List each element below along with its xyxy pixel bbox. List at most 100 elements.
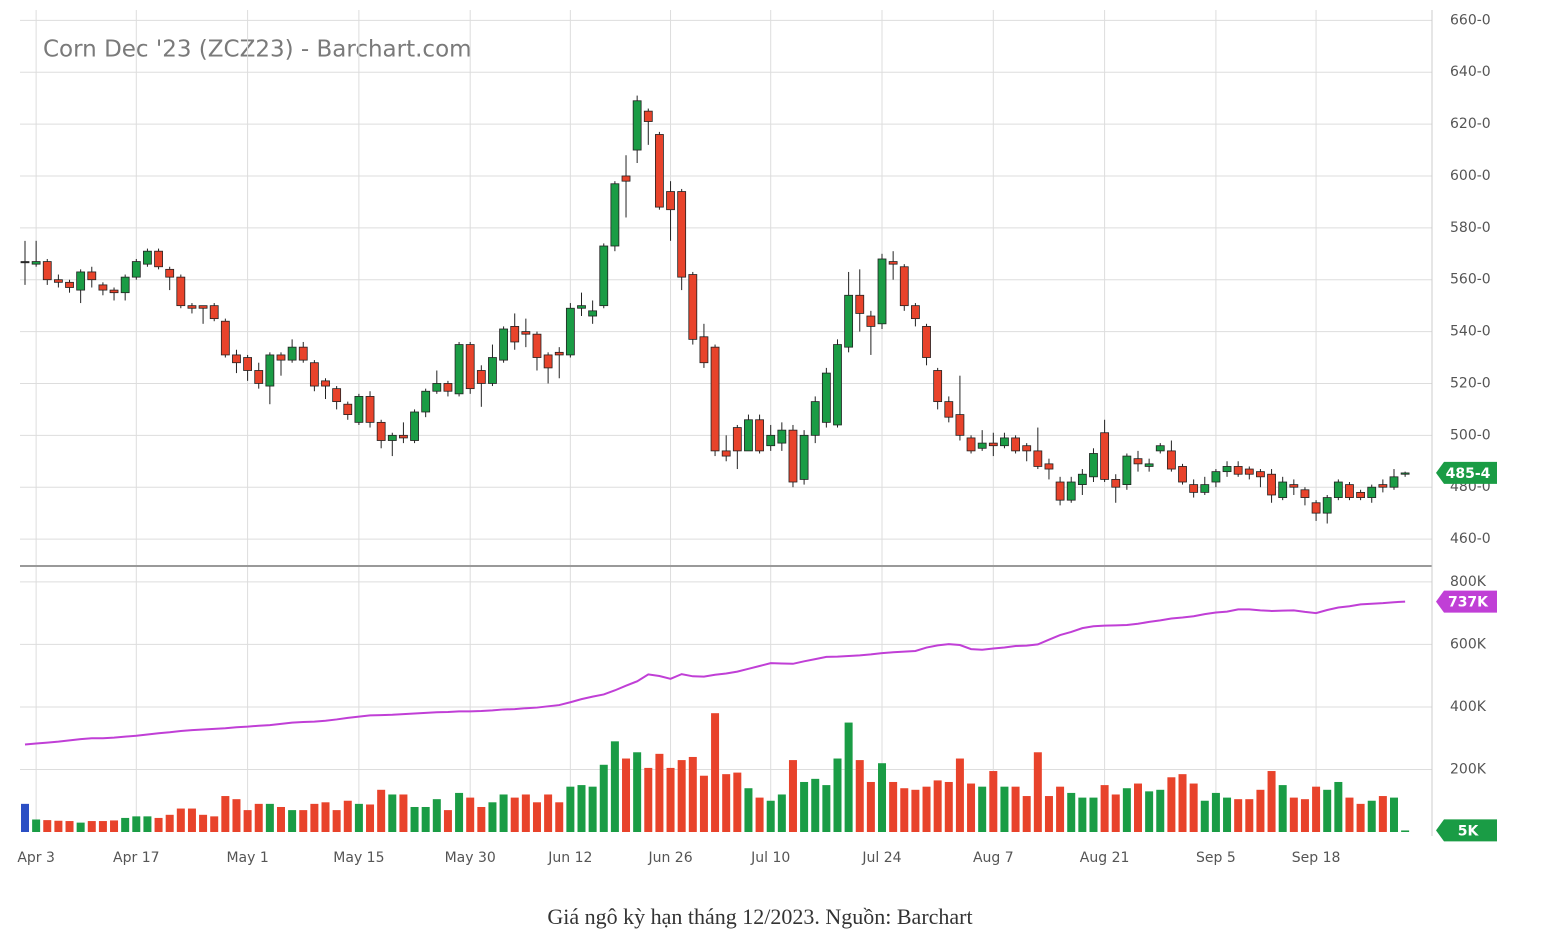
volume-bar (121, 817, 130, 832)
volume-bar (911, 789, 920, 832)
candle-body (577, 305, 586, 309)
candle-body (1100, 432, 1110, 480)
value-badge-label: 737K (1448, 595, 1489, 611)
candle-body (1333, 481, 1343, 498)
candle-body (799, 434, 809, 480)
x-tick-label: May 15 (333, 850, 384, 866)
candle-body (643, 110, 653, 122)
volume-bar (577, 785, 586, 832)
volume-bar (855, 760, 864, 832)
volume-bar (187, 808, 196, 832)
candle-body (209, 305, 219, 320)
volume-bar (566, 786, 575, 832)
volume-bar (32, 819, 41, 832)
candle-body (254, 370, 264, 384)
y-tick-label: 600-0 (1450, 168, 1491, 184)
volume-bar (1178, 774, 1187, 832)
candle-body (476, 370, 486, 384)
candle-body (1200, 484, 1210, 493)
volume-bar (1145, 791, 1154, 832)
volume-bar (488, 802, 497, 832)
volume-bar (132, 816, 141, 832)
candle-body (1144, 463, 1154, 467)
volume-bar (410, 806, 419, 832)
candle-body (532, 333, 542, 358)
y-tick-label: 560-0 (1450, 272, 1491, 288)
candle-body (510, 326, 520, 343)
candle-body (1055, 481, 1065, 501)
x-tick-label: Sep 18 (1292, 850, 1341, 866)
candle-body (399, 434, 408, 439)
volume-bar (210, 816, 219, 832)
volume-bar (221, 796, 230, 832)
volume-bar (967, 783, 976, 832)
x-tick-label: Aug 21 (1080, 850, 1130, 866)
candle-body (1122, 455, 1132, 486)
volume-bar (98, 821, 107, 832)
candle-body (1222, 466, 1232, 473)
y-tick-label: 460-0 (1450, 531, 1491, 547)
candle-body (621, 175, 631, 182)
volume-bar (332, 810, 341, 832)
volume-bar (54, 820, 63, 832)
volume-bar (21, 803, 29, 832)
volume-bar (1334, 781, 1343, 832)
candle-body (543, 354, 553, 369)
volume-bar (1267, 771, 1276, 832)
candle-body (1345, 484, 1354, 498)
volume-bar (1134, 783, 1142, 832)
volume-bar (1167, 777, 1176, 832)
candle-body (1322, 497, 1332, 514)
candle-body (732, 427, 742, 452)
candle-body (488, 357, 497, 384)
volume-bar (232, 799, 241, 832)
volume-bar (944, 781, 953, 832)
candle-body (899, 266, 909, 307)
volume-bar (1245, 799, 1254, 832)
candle-body (677, 191, 687, 278)
volume-bar (588, 786, 597, 832)
volume-bar (866, 781, 875, 832)
x-tick-label: Sep 5 (1196, 850, 1236, 866)
caption: Giá ngô kỳ hạn tháng 12/2023. Nguồn: Bar… (547, 904, 972, 929)
volume-bar (1044, 796, 1053, 832)
volume-bar (265, 803, 274, 832)
candle-body (176, 276, 186, 307)
volume-bar (532, 802, 541, 832)
volume-bar (544, 794, 553, 832)
candle-body (588, 310, 598, 317)
candle-body (1111, 479, 1121, 488)
x-tick-label: Jun 12 (547, 850, 592, 866)
volume-bar (1056, 786, 1065, 832)
candle-body (421, 390, 431, 413)
candle-body (855, 294, 865, 314)
volume-bar (822, 785, 831, 832)
value-badge-label: 5K (1458, 823, 1480, 839)
volume-bar (455, 792, 464, 832)
candle-body (844, 294, 854, 348)
candle-body (465, 344, 475, 390)
volume-bar (711, 713, 720, 832)
volume-bar (755, 797, 764, 832)
candle-body (87, 271, 97, 281)
candle-body (1066, 481, 1076, 501)
volume-bar (989, 771, 998, 832)
volume-bar (933, 780, 942, 832)
marks (20, 95, 1410, 832)
candle-body (744, 419, 753, 452)
candle-body (332, 388, 342, 403)
volume-bar (978, 786, 987, 832)
y-tick-label: 200K (1450, 761, 1487, 777)
volume-bar (555, 802, 564, 832)
candle-body (1267, 473, 1276, 496)
candle-body (376, 421, 386, 441)
volume-bar (1367, 800, 1376, 832)
volume-bar (699, 775, 708, 832)
candle-body (1356, 491, 1365, 498)
volume-bar (811, 778, 820, 832)
volume-bar (1323, 789, 1332, 832)
candle-body (1289, 484, 1299, 488)
volume-bar (243, 810, 252, 832)
volume-bar (1022, 796, 1031, 832)
candle-body (1311, 502, 1321, 514)
